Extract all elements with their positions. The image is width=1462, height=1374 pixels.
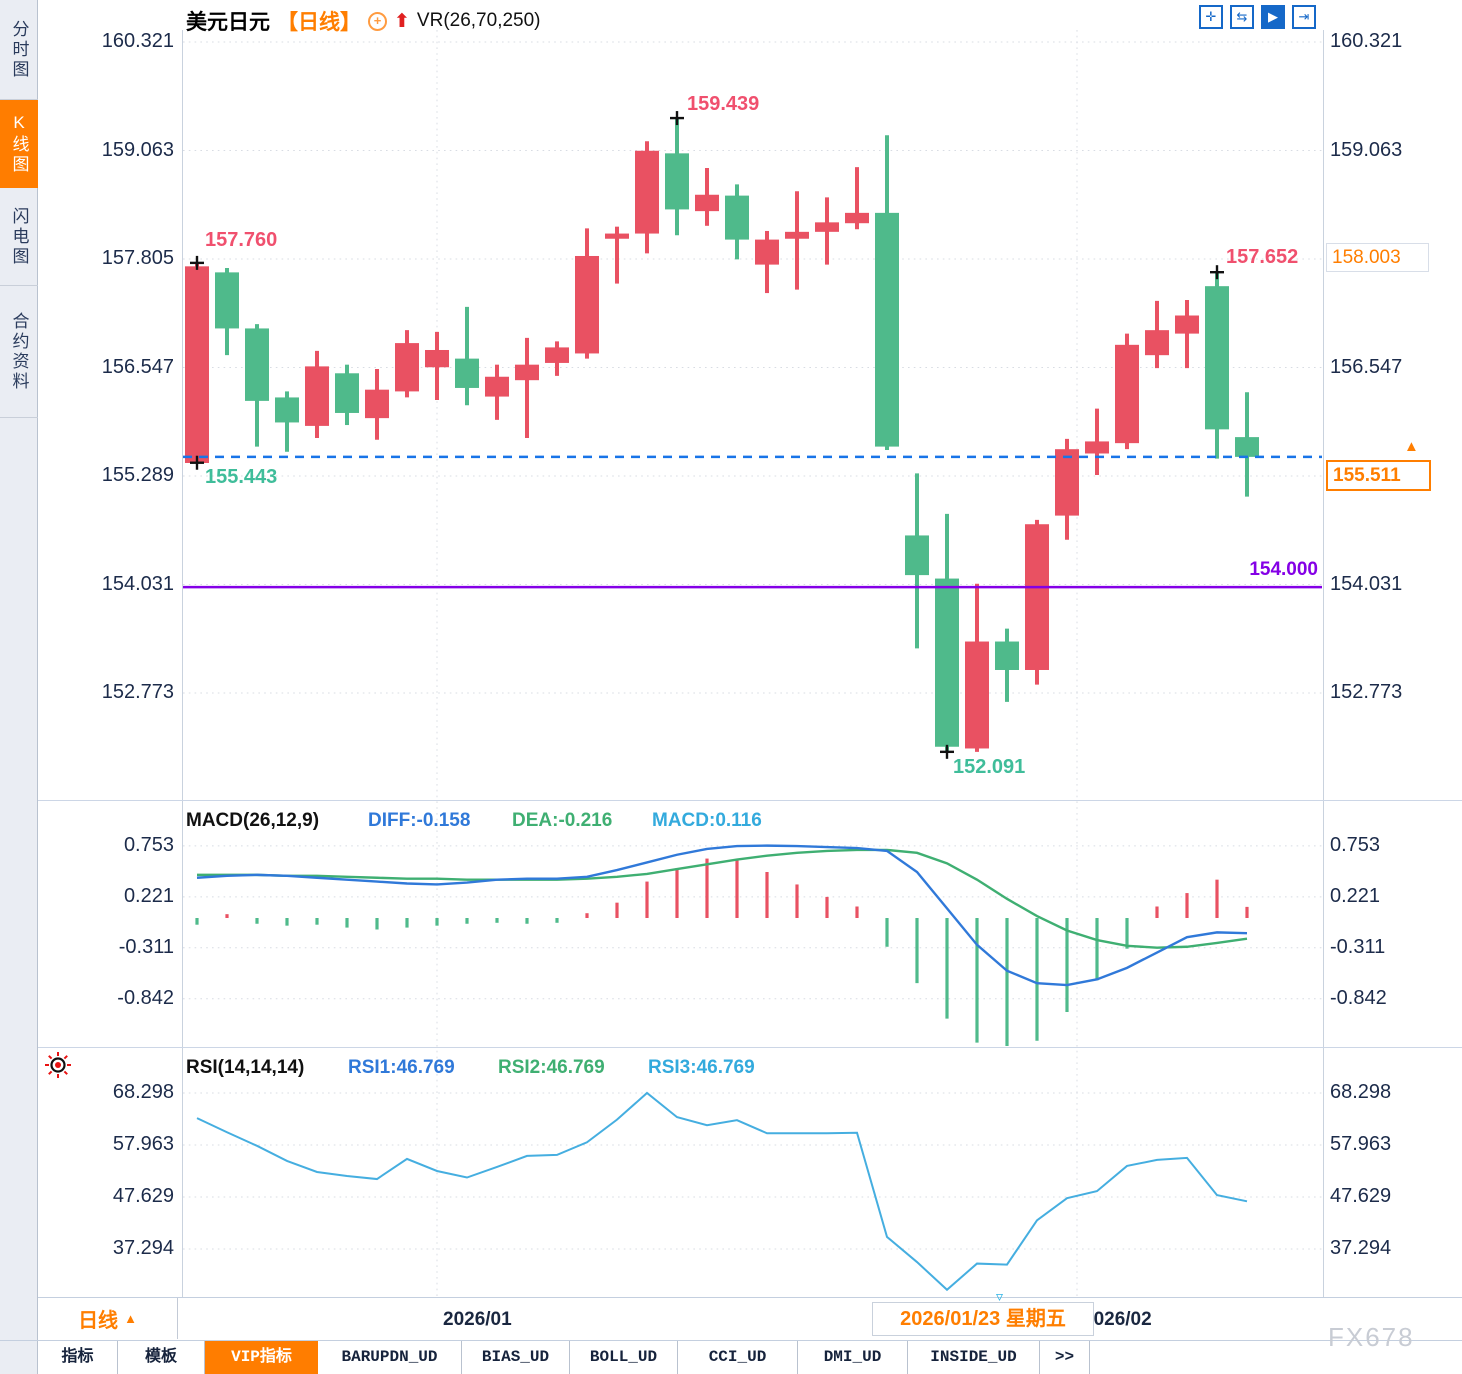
- macd-axis-label-left: -0.842: [117, 986, 174, 1009]
- annotation-low-155443: 155.443: [205, 466, 278, 488]
- period-selector[interactable]: 日线 ▲: [38, 1298, 178, 1339]
- support-level-label: 154.000: [1249, 559, 1318, 580]
- tab-[interactable]: 指标: [38, 1341, 118, 1374]
- macd-title[interactable]: MACD(26,12,9): [186, 810, 320, 831]
- circled-plus-icon[interactable]: +: [368, 11, 387, 31]
- tab-vip[interactable]: VIP指标: [205, 1341, 318, 1374]
- price-axis-label-left: 160.321: [101, 30, 174, 52]
- sidebar-item-0[interactable]: 分时图: [0, 0, 38, 100]
- price-axis-label-right: 160.321: [1330, 30, 1403, 52]
- plot-right-border: [1323, 30, 1324, 1297]
- price-axis-label-left: 157.805: [101, 247, 174, 269]
- hot-indicator-icon[interactable]: [44, 1051, 72, 1079]
- chart-title-bar: 美元日元 【日线】 + ⬆ VR(26,70,250): [186, 6, 541, 36]
- sidebar-item-2[interactable]: 闪电图: [0, 188, 38, 286]
- annotation-trough-152091: 152.091: [953, 756, 1026, 778]
- rsi-axis-label-left: 57.963: [112, 1133, 174, 1155]
- rsi-axis-label-right: 68.298: [1330, 1081, 1392, 1103]
- red-up-arrow-icon: ⬆: [394, 10, 410, 32]
- rsi-axis-label-left: 47.629: [112, 1185, 174, 1207]
- rsi-axis-label-right: 57.963: [1330, 1133, 1392, 1155]
- macd-axis-label-left: 0.753: [123, 833, 174, 856]
- annotation-recent-high-157652: 157.652: [1226, 246, 1299, 268]
- overlay-indicator-label[interactable]: VR(26,70,250): [416, 10, 541, 31]
- macd-diff-value: DIFF:-0.158: [368, 810, 471, 831]
- tab-[interactable]: >>: [1040, 1341, 1090, 1374]
- price-axis-label-left: 159.063: [101, 138, 174, 161]
- macd-dea-value: DEA:-0.216: [512, 810, 613, 831]
- crosshair-icon[interactable]: ✛: [1199, 5, 1223, 29]
- rsi2-value: RSI2:46.769: [498, 1057, 605, 1078]
- price-axis-label-right: 154.031: [1330, 572, 1403, 595]
- rsi-axis-label-right: 47.629: [1330, 1185, 1392, 1207]
- rsi1-value: RSI1:46.769: [348, 1057, 455, 1078]
- month-label-feb: 2026/02: [1083, 1309, 1152, 1330]
- crosshair-time-marker-icon: ▿: [996, 1288, 1004, 1304]
- macd-axis-label-right: -0.842: [1330, 986, 1387, 1009]
- rsi3-value: RSI3:46.769: [648, 1057, 755, 1078]
- annotation-high-157760: 157.760: [205, 229, 278, 251]
- price-up-arrow-icon: ▲: [1404, 438, 1419, 455]
- rsi-panel-divider[interactable]: [38, 1047, 1462, 1048]
- tabbar-top-border: [0, 1340, 1462, 1341]
- period-selector-label: 日线: [78, 1310, 119, 1332]
- tab-boll_ud[interactable]: BOLL_UD: [570, 1341, 678, 1374]
- sidebar: 分时图 K线图 闪电图 合约资料: [0, 0, 38, 1374]
- tab-barupdn_ud[interactable]: BARUPDN_UD: [318, 1341, 462, 1374]
- period-tag[interactable]: 【日线】: [277, 11, 361, 34]
- price-axis-label-left: 155.289: [101, 464, 174, 486]
- macd-axis-label-left: 0.221: [123, 884, 174, 907]
- price-axis-label-right: 156.547: [1330, 355, 1403, 378]
- indicator-tabbar: 指标 模板 VIP指标 BARUPDN_UD BIAS_UD BOLL_UD CCI_UD D…: [38, 1341, 1090, 1374]
- chart-scale-icon[interactable]: ▶: [1261, 5, 1285, 29]
- sidebar-item-3[interactable]: 合约资料: [0, 286, 38, 418]
- tab-bias_ud[interactable]: BIAS_UD: [462, 1341, 570, 1374]
- tab-inside_ud[interactable]: INSIDE_UD: [908, 1341, 1040, 1374]
- crosshair-date-box: 2026/01/23 星期五: [872, 1302, 1094, 1336]
- alert-price-box[interactable]: 158.003: [1326, 243, 1429, 272]
- rsi-title[interactable]: RSI(14,14,14): [186, 1057, 305, 1078]
- macd-axis-label-right: 0.221: [1330, 884, 1381, 907]
- rsi-axis-label-left: 37.294: [112, 1237, 174, 1259]
- price-axis-label-left: 152.773: [101, 681, 174, 703]
- watermark: FX678: [1328, 1322, 1415, 1352]
- macd-axis-label-left: -0.311: [118, 935, 174, 958]
- axis-range-icon[interactable]: ⇆: [1230, 5, 1254, 29]
- macd-panel-divider[interactable]: [38, 800, 1462, 801]
- rsi-axis-label-right: 37.294: [1330, 1237, 1392, 1259]
- period-selector-caret-icon: ▲: [124, 1311, 137, 1326]
- tab-cci_ud[interactable]: CCI_UD: [678, 1341, 798, 1374]
- macd-axis-label-right: 0.753: [1330, 833, 1381, 856]
- pane-shift-icon[interactable]: ⇥: [1292, 5, 1316, 29]
- annotation-peak-159439: 159.439: [687, 93, 760, 115]
- tab-[interactable]: 模板: [118, 1341, 205, 1374]
- month-label-jan: 2026/01: [443, 1309, 512, 1330]
- rsi-axis-label-left: 68.298: [112, 1081, 174, 1103]
- time-axis-top-border: [38, 1297, 1462, 1298]
- plot-left-border: [182, 30, 183, 1297]
- symbol-name: 美元日元: [186, 11, 270, 34]
- price-axis-label-left: 154.031: [101, 572, 174, 595]
- macd-axis-label-right: -0.311: [1330, 935, 1386, 958]
- tab-dmi_ud[interactable]: DMI_UD: [798, 1341, 908, 1374]
- macd-macd-value: MACD:0.116: [652, 810, 762, 831]
- sidebar-item-1[interactable]: K线图: [0, 100, 38, 188]
- last-price-box[interactable]: 155.511: [1326, 460, 1431, 491]
- price-axis-label-right: 152.773: [1330, 681, 1403, 703]
- price-axis-label-right: 159.063: [1330, 138, 1403, 161]
- price-axis-label-left: 156.547: [101, 355, 174, 378]
